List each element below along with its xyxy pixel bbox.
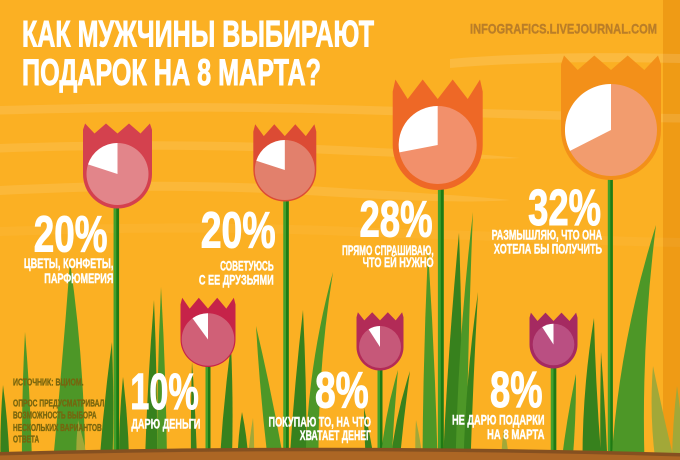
svg-text:32%: 32% — [528, 179, 601, 236]
svg-text:КАК МУЖЧИНЫ ВЫБИРАЮТ: КАК МУЖЧИНЫ ВЫБИРАЮТ — [22, 14, 374, 55]
svg-text:ЦВЕТЫ, КОНФЕТЫ,: ЦВЕТЫ, КОНФЕТЫ, — [24, 256, 114, 271]
svg-text:20%: 20% — [201, 202, 276, 259]
svg-text:ОТВЕТА: ОТВЕТА — [13, 435, 39, 446]
svg-text:ИСТОЧНИК: ВЦИОМ.: ИСТОЧНИК: ВЦИОМ. — [13, 378, 84, 389]
svg-text:ПОКУПАЮ ТО, НА ЧТО: ПОКУПАЮ ТО, НА ЧТО — [269, 414, 372, 429]
svg-text:С ЕЕ ДРУЗЬЯМИ: С ЕЕ ДРУЗЬЯМИ — [199, 273, 274, 288]
svg-text:8%: 8% — [490, 361, 543, 418]
svg-text:ПАРФЮМЕРИЯ: ПАРФЮМЕРИЯ — [44, 271, 113, 286]
svg-text:ЧТО ЕЙ НУЖНО: ЧТО ЕЙ НУЖНО — [363, 255, 434, 270]
svg-text:10%: 10% — [130, 363, 199, 420]
svg-text:НЕ ДАРЮ ПОДАРКИ: НЕ ДАРЮ ПОДАРКИ — [452, 413, 545, 428]
svg-text:8%: 8% — [315, 362, 369, 419]
svg-text:НА 8 МАРТА: НА 8 МАРТА — [487, 427, 545, 442]
svg-text:ОПРОС ПРЕДУСМАТРИВАЛ: ОПРОС ПРЕДУСМАТРИВАЛ — [13, 399, 104, 410]
svg-text:НЕСКОЛЬКИХ ВАРИАНТОВ: НЕСКОЛЬКИХ ВАРИАНТОВ — [13, 423, 102, 434]
svg-text:ВОЗМОЖНОСТЬ ВЫБОРА: ВОЗМОЖНОСТЬ ВЫБОРА — [13, 410, 97, 421]
svg-text:ХВАТАЕТ ДЕНЕГ: ХВАТАЕТ ДЕНЕГ — [300, 428, 371, 443]
svg-text:ПОДАРОК НА 8 МАРТА?: ПОДАРОК НА 8 МАРТА? — [22, 52, 321, 93]
svg-text:ХОТЕЛА БЫ ПОЛУЧИТЬ: ХОТЕЛА БЫ ПОЛУЧИТЬ — [494, 241, 602, 256]
svg-text:СОВЕТУЮСЬ: СОВЕТУЮСЬ — [220, 259, 274, 274]
svg-text:20%: 20% — [34, 205, 108, 262]
svg-text:INFOGRAFICS.LIVEJOURNAL.COM: INFOGRAFICS.LIVEJOURNAL.COM — [470, 21, 657, 37]
svg-text:ДАРЮ ДЕНЬГИ: ДАРЮ ДЕНЬГИ — [131, 417, 200, 432]
svg-text:РАЗМЫШЛЯЮ, ЧТО ОНА: РАЗМЫШЛЯЮ, ЧТО ОНА — [492, 228, 603, 243]
svg-text:28%: 28% — [360, 190, 433, 247]
svg-text:ПРЯМО СПРАШИВАЮ,: ПРЯМО СПРАШИВАЮ, — [342, 243, 434, 258]
